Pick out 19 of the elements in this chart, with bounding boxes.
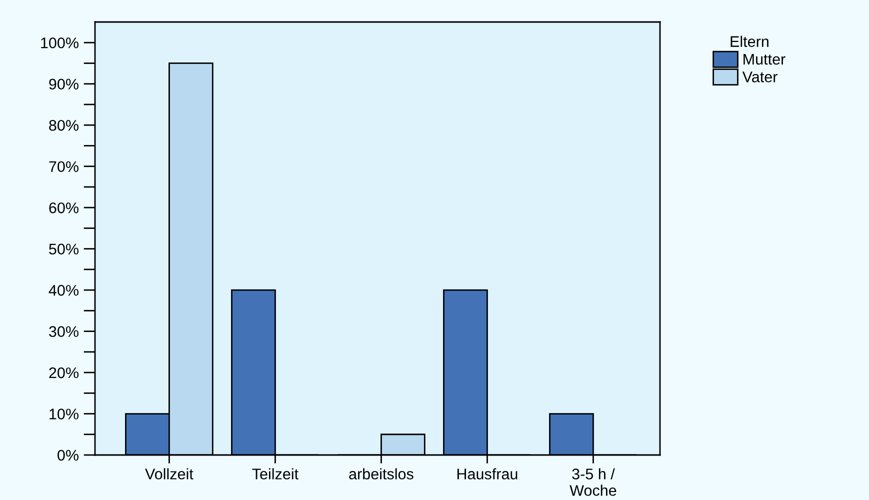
legend-label: Mutter: [744, 54, 786, 65]
y-tick-label: 30%: [49, 326, 78, 337]
y-tick-label: 70%: [49, 161, 78, 172]
y-tick-label: 0%: [58, 450, 78, 461]
y-tick-label: 40%: [48, 284, 78, 296]
legend-label: Vater: [742, 72, 778, 82]
y-tick-label: 20%: [49, 367, 78, 378]
x-tick-label: Hausfrau: [457, 468, 518, 480]
x-tick-label: 3-5 h / Woche: [570, 468, 616, 496]
x-tick-label: Teilzeit: [252, 468, 298, 480]
x-tick-label: Vollzeit: [145, 468, 194, 480]
y-tick-label: 80%: [49, 120, 78, 131]
legend-title: Eltern: [730, 36, 768, 47]
y-tick-label: 100%: [41, 37, 78, 48]
y-tick-label: 50%: [49, 244, 78, 254]
y-tick-label: 60%: [49, 202, 78, 214]
y-tick-label: 90%: [49, 78, 78, 90]
x-tick-label: arbeitslos: [349, 468, 414, 480]
y-tick-label: 10%: [50, 408, 78, 420]
